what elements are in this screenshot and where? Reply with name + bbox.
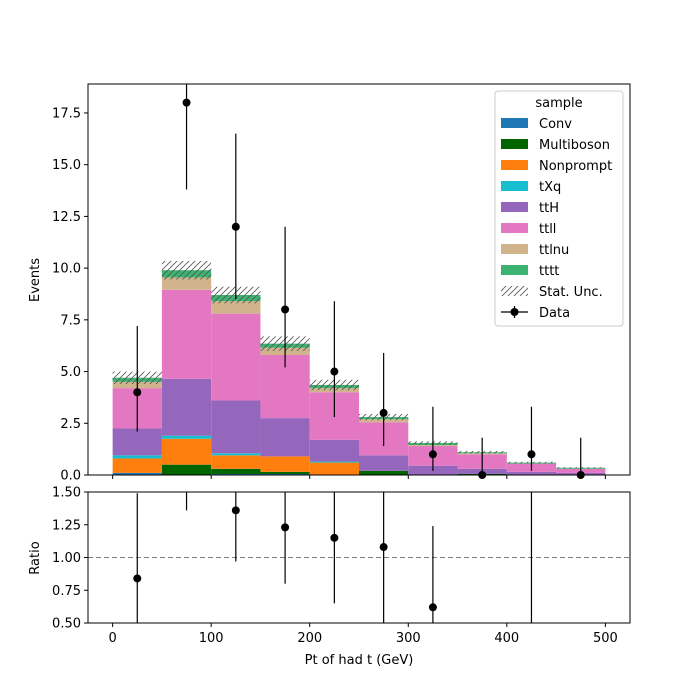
legend-title: sample (535, 96, 582, 111)
legend-swatch-conv (501, 118, 528, 128)
main-axes-frame (87, 83, 631, 476)
bar-tth-bin-2 (211, 400, 261, 454)
legend: sample Conv Multiboson Nonprompt tXq ttH ttll… (494, 90, 624, 327)
legend-label-ttlnu: ttlnu (539, 243, 569, 258)
bar-tth-bin-8 (506, 471, 557, 475)
ratio-y-tick-label: 0.75 (52, 584, 81, 599)
legend-swatch-data-marker (510, 308, 519, 316)
legend-label-tttt: tttt (539, 264, 559, 279)
bar-txq-bin-4 (309, 461, 359, 463)
data-point-6 (428, 450, 437, 459)
legend-swatch-multiboson (501, 139, 528, 149)
bar-tth-bin-1 (161, 378, 212, 436)
x-tick-label: 300 (396, 631, 421, 646)
main-y-tick-label: 12.5 (52, 210, 81, 225)
legend-swatch-tttt (501, 265, 528, 275)
legend-label-ttll: ttll (539, 222, 556, 237)
bar-ttll-bin-1 (161, 289, 212, 379)
bar-nonprompt-bin-1 (161, 438, 212, 465)
x-tick-label: 500 (593, 631, 618, 646)
data-point-3 (281, 305, 290, 314)
main-panel: 0.0 2.5 5.0 7.5 10.0 12.5 15.0 17.5 Events (28, 83, 631, 484)
bar-nonprompt-bin-2 (211, 455, 261, 469)
legend-swatch-txq (501, 181, 528, 191)
data-point-5 (379, 408, 388, 417)
ratio-y-tick-label: 0.50 (52, 617, 81, 632)
bar-ttlnu-bin-1 (161, 277, 212, 290)
main-y-tick-label: 7.5 (60, 313, 81, 328)
legend-label-txq: tXq (539, 180, 561, 195)
bar-conv-bin-2 (211, 473, 261, 475)
legend-swatch-ttll (501, 223, 528, 233)
main-y-tick-label: 15.0 (52, 158, 81, 173)
main-y-tick-label: 0.0 (60, 469, 81, 484)
x-axis-label: Pt of had t (GeV) (305, 653, 414, 668)
ratio-panel: 0.50 0.75 1.00 1.25 1.50 0 100 200 300 400 500 Ra… (28, 486, 631, 668)
main-y-tick-label: 17.5 (52, 106, 81, 121)
legend-swatch-ttlnu (501, 244, 528, 254)
bar-conv-bin-3 (260, 473, 310, 475)
x-tick-label: 400 (494, 631, 519, 646)
x-tick-label: 200 (297, 631, 322, 646)
data-point-8 (527, 450, 536, 459)
bar-ttll-bin-2 (211, 313, 261, 401)
ratio-y-axis-label: Ratio (28, 541, 43, 574)
bar-conv-bin-0 (112, 472, 162, 475)
ratio-x-ticks: 0 100 200 300 400 500 (108, 623, 618, 646)
bar-tth-bin-3 (260, 418, 310, 457)
bar-nonprompt-bin-0 (112, 458, 162, 473)
data-point-1 (182, 98, 191, 107)
main-x-ticks (112, 475, 606, 479)
bar-ttlnu-bin-2 (211, 301, 261, 314)
bar-txq-bin-2 (211, 453, 261, 456)
legend-swatch-nonprompt (501, 160, 528, 170)
ratio-y-ticks: 0.50 0.75 1.00 1.25 1.50 (52, 486, 88, 632)
main-y-tick-label: 5.0 (60, 365, 81, 380)
bar-tth-bin-0 (112, 428, 162, 456)
legend-label-conv: Conv (539, 117, 572, 132)
data-point-4 (330, 367, 339, 376)
x-tick-label: 100 (199, 631, 224, 646)
ratio-y-tick-label: 1.25 (52, 518, 81, 533)
legend-label-data: Data (539, 306, 570, 321)
stat-unc-band-bin-1 (161, 260, 212, 280)
bar-tth-bin-5 (359, 455, 409, 471)
bar-nonprompt-bin-4 (309, 462, 359, 475)
main-y-tick-label: 10.0 (52, 262, 81, 277)
legend-swatch-stat-unc (501, 286, 528, 296)
bar-multiboson-bin-5 (359, 470, 409, 475)
ratio-point-4 (330, 533, 339, 542)
bar-txq-bin-1 (161, 435, 212, 439)
legend-swatch-tth (501, 202, 528, 212)
legend-label-nonprompt: Nonprompt (539, 159, 612, 174)
bar-multiboson-bin-1 (161, 464, 212, 475)
bar-txq-bin-0 (112, 455, 162, 459)
data-point-0 (133, 388, 142, 397)
bar-multiboson-bin-2 (211, 468, 261, 474)
ratio-points (133, 492, 533, 623)
ratio-point-2 (231, 506, 240, 515)
bar-multiboson-bin-3 (260, 471, 310, 474)
main-y-axis-label: Events (28, 258, 43, 302)
legend-items: Conv Multiboson Nonprompt tXq ttH ttll ttlnu tt… (501, 117, 612, 321)
stacked-bars (112, 270, 606, 475)
ratio-point-6 (428, 603, 437, 612)
legend-label-multiboson: Multiboson (539, 138, 610, 153)
ratio-point-3 (281, 523, 290, 532)
ratio-y-tick-label: 1.50 (52, 486, 81, 501)
legend-label-stat-unc: Stat. Unc. (539, 285, 603, 300)
bar-nonprompt-bin-3 (260, 456, 310, 472)
main-y-ticks: 0.0 2.5 5.0 7.5 10.0 12.5 15.0 17.5 (52, 106, 88, 484)
legend-label-tth: ttH (539, 201, 559, 216)
ratio-point-0 (133, 574, 142, 583)
main-y-tick-label: 2.5 (60, 417, 81, 432)
bar-tth-bin-4 (309, 439, 359, 462)
data-point-2 (231, 222, 240, 231)
x-tick-label: 0 (108, 631, 116, 646)
ratio-point-5 (379, 543, 388, 552)
ratio-y-tick-label: 1.00 (52, 551, 81, 566)
